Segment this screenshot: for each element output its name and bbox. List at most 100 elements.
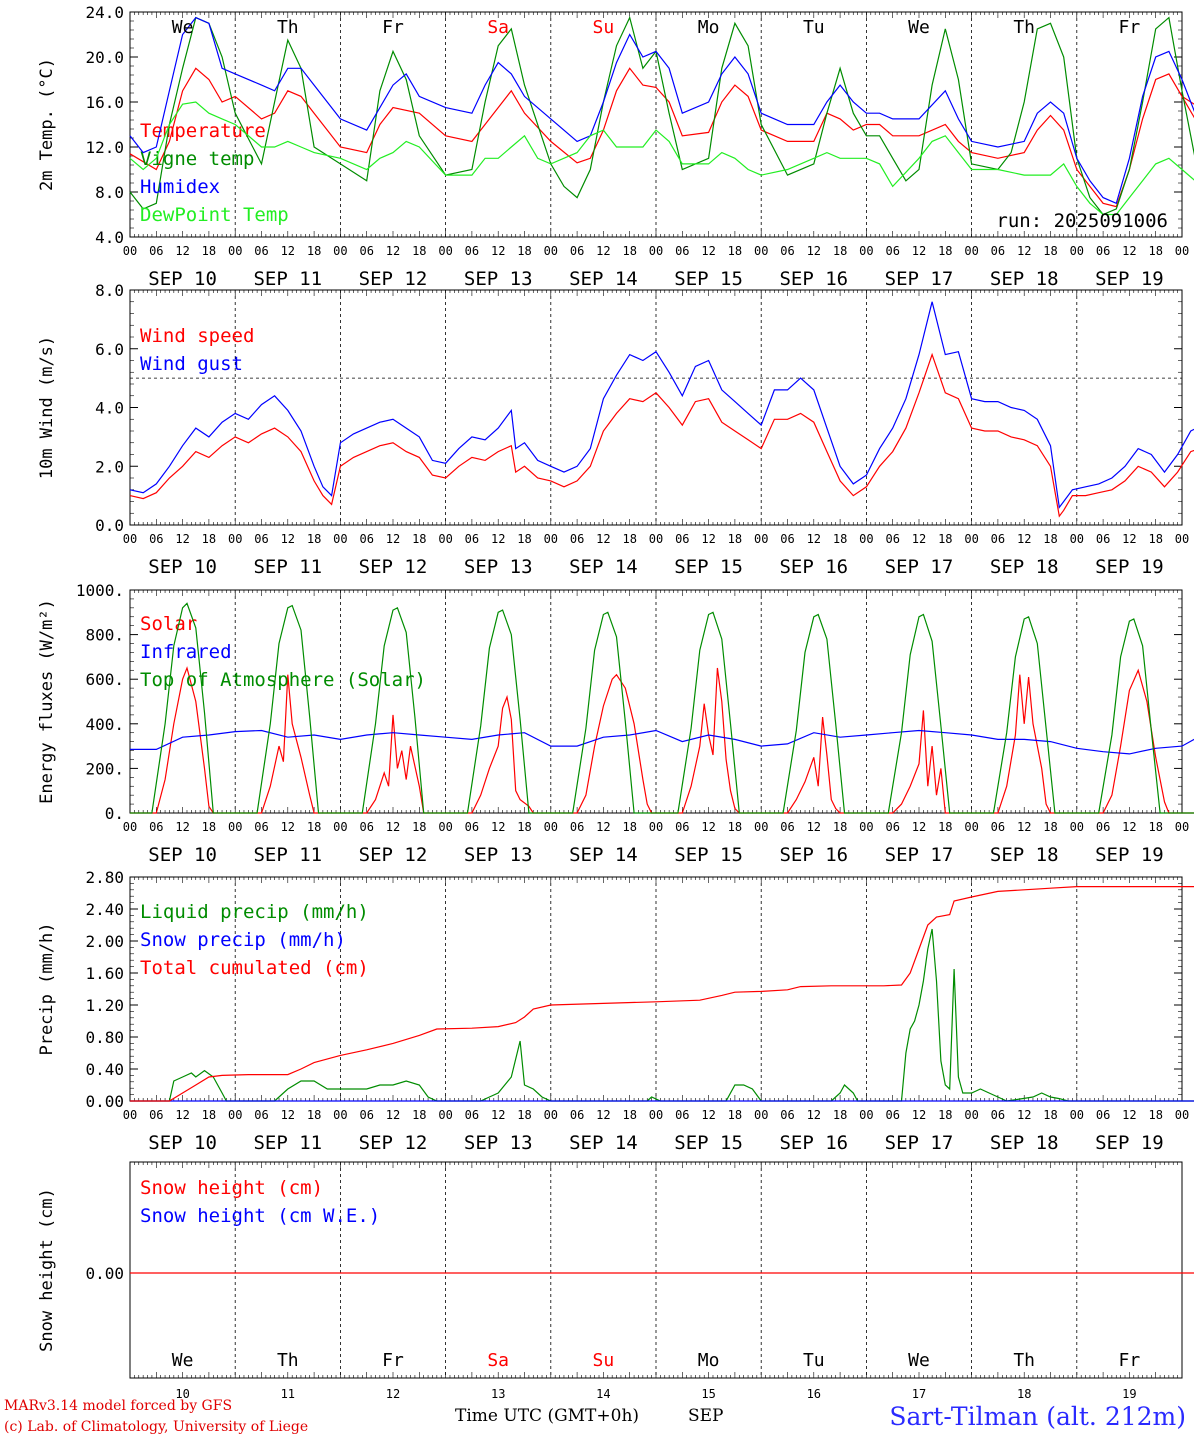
hour-tick-label: 18 [622, 820, 636, 834]
hour-tick-label: 06 [465, 820, 479, 834]
hour-tick-label: 18 [728, 244, 742, 258]
hour-tick-label: 12 [701, 244, 715, 258]
weekday-label: Fr [1119, 17, 1141, 38]
day-label: SEP 11 [253, 556, 322, 578]
legend-entry: Temperature [140, 120, 266, 142]
y-axis-label: 10m Wind (m/s) [37, 336, 57, 479]
day-label: SEP 16 [779, 556, 848, 578]
hour-tick-label: 18 [728, 532, 742, 546]
hour-tick-label: 12 [281, 1108, 295, 1122]
hour-tick-label: 12 [807, 532, 821, 546]
day-label: SEP 19 [1095, 268, 1164, 290]
day-label: SEP 19 [1095, 556, 1164, 578]
legend-entry: Snow precip (mm/h) [140, 929, 346, 951]
hour-tick-label: 06 [1096, 1108, 1110, 1122]
hour-tick-label: 18 [833, 820, 847, 834]
hour-tick-label: 06 [465, 244, 479, 258]
hour-tick-label: 00 [333, 820, 347, 834]
series-line-top-of-atmosphere-solar- [130, 602, 1194, 814]
hour-tick-label: 00 [649, 244, 663, 258]
date-number: 12 [386, 1387, 400, 1401]
day-label: SEP 19 [1095, 1132, 1164, 1154]
y-tick-label: 0. [105, 804, 124, 823]
weekday-label: We [908, 1350, 930, 1371]
hour-tick-label: 00 [1175, 1108, 1189, 1122]
hour-tick-label: 00 [333, 244, 347, 258]
hour-tick-label: 12 [491, 532, 505, 546]
hour-tick-label: 06 [465, 532, 479, 546]
hour-tick-label: 18 [833, 532, 847, 546]
hour-tick-label: 06 [780, 820, 794, 834]
y-tick-label: 1.20 [85, 996, 124, 1015]
run-annotation: run: 2025091006 [996, 210, 1168, 232]
day-label: SEP 17 [885, 844, 954, 866]
station-name: Sart-Tilman (alt. 212m) [889, 1402, 1186, 1431]
hour-tick-label: 00 [1070, 532, 1084, 546]
hour-tick-label: 06 [780, 1108, 794, 1122]
hour-tick-label: 18 [307, 1108, 321, 1122]
hour-tick-label: 12 [1017, 244, 1031, 258]
hour-tick-label: 12 [1017, 532, 1031, 546]
hour-tick-label: 00 [1175, 532, 1189, 546]
hour-tick-label: 06 [149, 244, 163, 258]
hour-tick-label: 18 [728, 820, 742, 834]
day-label: SEP 12 [359, 268, 428, 290]
hour-tick-label: 06 [359, 532, 373, 546]
hour-tick-label: 18 [938, 244, 952, 258]
y-tick-label: 12.0 [85, 138, 124, 157]
series-line-total-cumulated-cm- [130, 885, 1194, 1102]
y-tick-label: 4.0 [95, 228, 124, 247]
y-tick-label: 20.0 [85, 48, 124, 67]
hour-tick-label: 12 [386, 244, 400, 258]
time-axis-title: Time UTC (GMT+0h) [455, 1406, 640, 1426]
legend-entry: Wind speed [140, 325, 254, 347]
hour-tick-label: 18 [517, 1108, 531, 1122]
weekday-label: Th [277, 17, 299, 38]
hour-tick-label: 00 [859, 1108, 873, 1122]
hour-tick-label: 06 [570, 532, 584, 546]
weekday-label: Mo [698, 17, 720, 38]
hour-tick-label: 06 [675, 532, 689, 546]
hour-tick-label: 06 [1096, 820, 1110, 834]
y-tick-label: 600. [85, 670, 124, 689]
hour-tick-label: 12 [1122, 244, 1136, 258]
panel-5: 0.00 Snow height (cm) Snow height (cm) Snow… [37, 1161, 1194, 1401]
day-label: SEP 13 [464, 844, 533, 866]
series-line-vigne-temp [129, 15, 1194, 216]
day-label: SEP 15 [674, 1132, 743, 1154]
legend-entry: Wind gust [140, 353, 243, 375]
legend-entry: Solar [140, 613, 197, 635]
day-label: SEP 17 [885, 1132, 954, 1154]
hour-tick-label: 12 [807, 244, 821, 258]
hour-tick-label: 06 [885, 532, 899, 546]
hour-tick-label: 00 [649, 820, 663, 834]
hour-tick-label: 12 [912, 532, 926, 546]
hour-tick-label: 00 [1070, 1108, 1084, 1122]
day-label: SEP 17 [885, 268, 954, 290]
y-tick-label: 2.40 [85, 900, 124, 919]
hour-tick-label: 06 [254, 532, 268, 546]
weekday-label: Sa [487, 1350, 509, 1371]
day-label: SEP 13 [464, 556, 533, 578]
y-tick-label: 1.60 [85, 964, 124, 983]
hour-tick-label: 00 [754, 244, 768, 258]
hour-tick-label: 06 [885, 244, 899, 258]
hour-tick-label: 18 [938, 532, 952, 546]
y-tick-label: 4.0 [95, 399, 124, 418]
hour-tick-label: 12 [596, 244, 610, 258]
hour-tick-label: 18 [517, 532, 531, 546]
hour-tick-label: 00 [544, 820, 558, 834]
model-credit: MARv3.14 model forced by GFS [4, 1398, 233, 1414]
hour-tick-label: 06 [885, 1108, 899, 1122]
hour-tick-label: 18 [412, 1108, 426, 1122]
hour-tick-label: 00 [649, 1108, 663, 1122]
hour-tick-label: 00 [123, 244, 137, 258]
hour-tick-label: 12 [1017, 820, 1031, 834]
hour-tick-label: 06 [359, 1108, 373, 1122]
series-line-temperature [129, 67, 1194, 208]
hour-tick-label: 06 [675, 1108, 689, 1122]
hour-tick-label: 12 [1122, 532, 1136, 546]
day-label: SEP 14 [569, 844, 638, 866]
hour-tick-label: 00 [964, 532, 978, 546]
